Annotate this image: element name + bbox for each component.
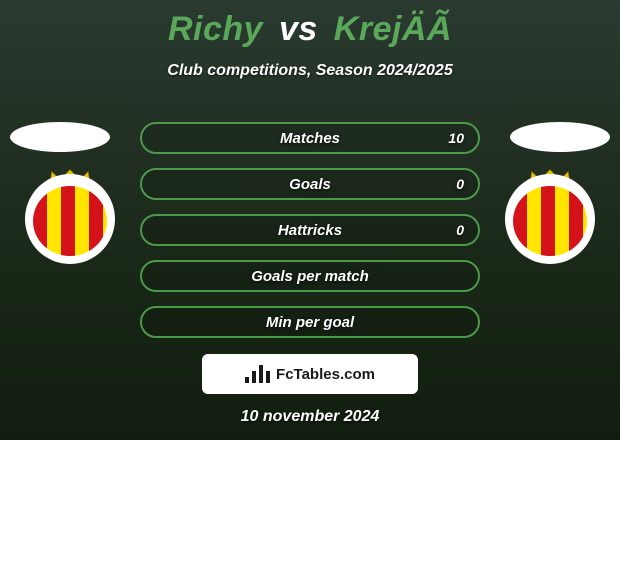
player2-team-badge bbox=[505, 174, 595, 264]
badge-stripes bbox=[33, 186, 107, 256]
stat-row: Hattricks0 bbox=[140, 214, 480, 246]
stat-row: Goals per match bbox=[140, 260, 480, 292]
subtitle: Club competitions, Season 2024/2025 bbox=[0, 62, 620, 80]
stat-row: Min per goal bbox=[140, 306, 480, 338]
player1-avatar bbox=[10, 122, 110, 152]
background-bottom bbox=[0, 440, 620, 580]
player2-name: KrejÄÃ bbox=[334, 10, 452, 48]
player2-avatar bbox=[510, 122, 610, 152]
stat-label: Min per goal bbox=[142, 308, 478, 336]
watermark-text: FcTables.com bbox=[276, 366, 375, 383]
bar bbox=[252, 371, 256, 383]
date: 10 november 2024 bbox=[0, 408, 620, 426]
stat-label: Goals per match bbox=[142, 262, 478, 290]
stat-label: Hattricks bbox=[142, 216, 478, 244]
stat-row: Matches10 bbox=[140, 122, 480, 154]
bar bbox=[245, 377, 249, 383]
stat-label: Goals bbox=[142, 170, 478, 198]
watermark: FcTables.com bbox=[202, 354, 418, 394]
bar bbox=[259, 365, 263, 383]
stats-list: Matches10Goals0Hattricks0Goals per match… bbox=[140, 122, 480, 352]
bar bbox=[266, 371, 270, 383]
stat-label: Matches bbox=[142, 124, 478, 152]
stat-row: Goals0 bbox=[140, 168, 480, 200]
bars-icon bbox=[245, 365, 270, 383]
vs-label: vs bbox=[279, 10, 318, 48]
player1-team-badge bbox=[25, 174, 115, 264]
stat-value-right: 0 bbox=[456, 216, 464, 244]
badge-circle bbox=[25, 174, 115, 264]
stat-value-right: 0 bbox=[456, 170, 464, 198]
comparison-card: Richy vs KrejÄÃ Club competitions, Seaso… bbox=[0, 0, 620, 580]
player1-name: Richy bbox=[168, 10, 263, 48]
badge-circle bbox=[505, 174, 595, 264]
page-title: Richy vs KrejÄÃ bbox=[0, 10, 620, 49]
stat-value-right: 10 bbox=[448, 124, 464, 152]
badge-stripes bbox=[513, 186, 587, 256]
